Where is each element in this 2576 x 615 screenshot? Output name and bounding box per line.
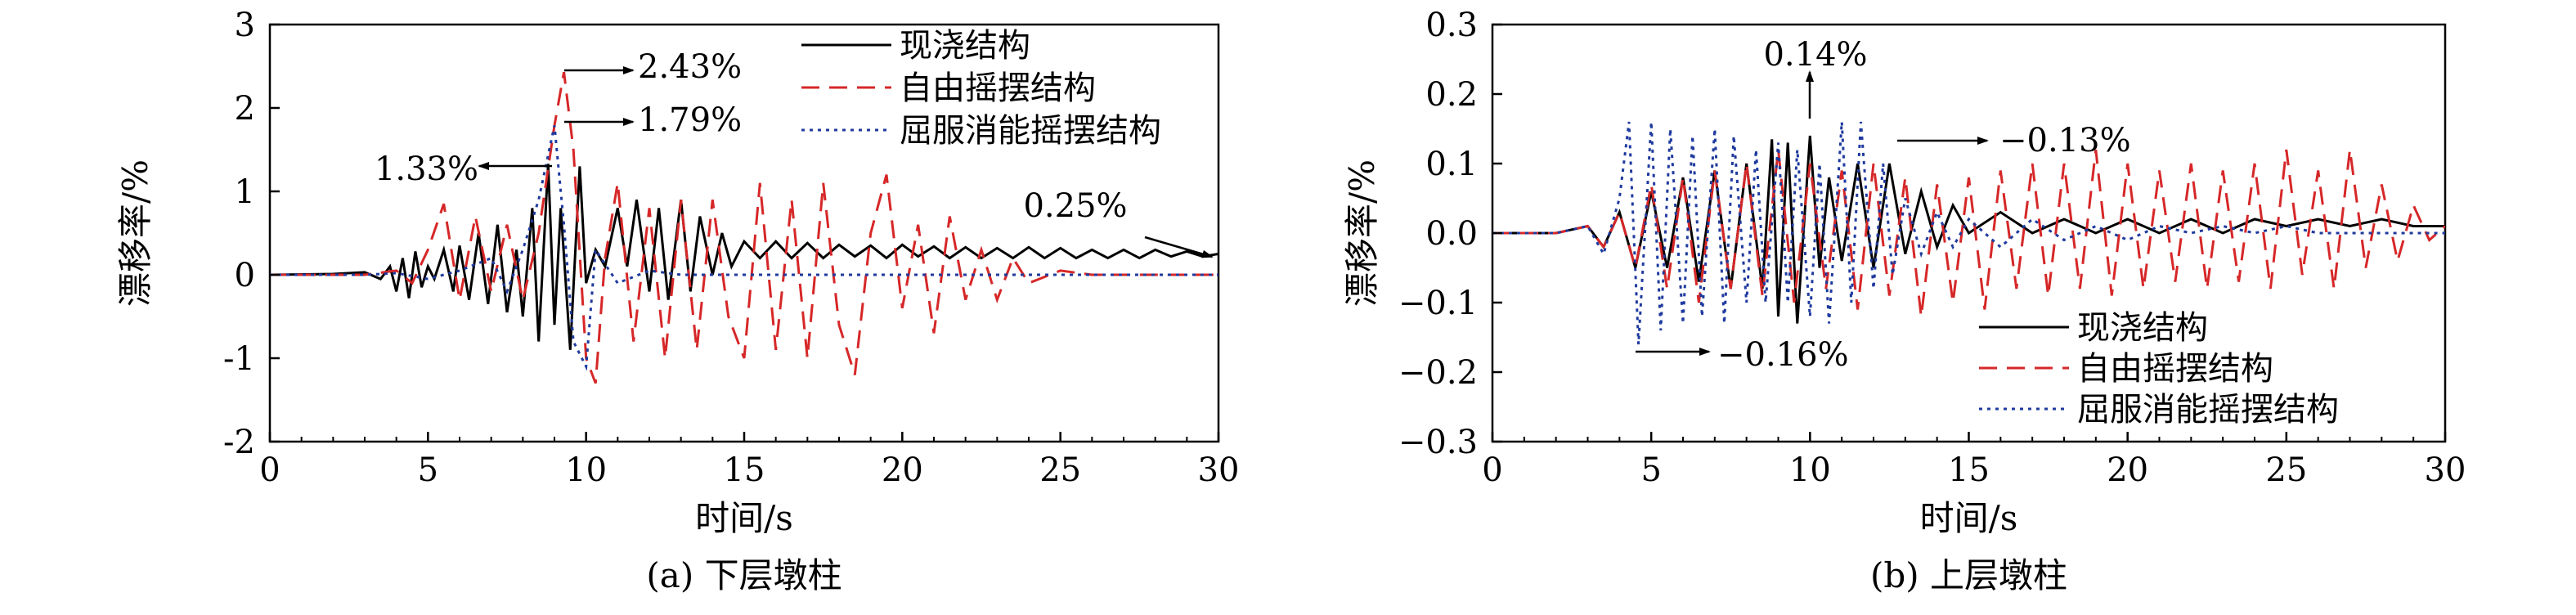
series-line-3: [270, 125, 1218, 371]
series-line-3: [1492, 121, 2445, 345]
y-axis-label: 漂移率/%: [115, 159, 155, 307]
legend-entry: 屈服消能摇摆结构: [900, 112, 1161, 150]
y-tick-label: 3: [235, 7, 255, 44]
legend-entry: 屈服消能摇摆结构: [2077, 391, 2339, 429]
y-tick-label: 1: [235, 173, 255, 211]
y-tick-label: −0.1: [1398, 285, 1478, 322]
x-tick-label: 20: [882, 451, 923, 489]
legend-entry: 现浇结构: [2077, 309, 2208, 347]
y-tick-label: 2: [235, 90, 255, 128]
x-tick-label: 30: [2425, 451, 2466, 489]
y-axis-label: 漂移率/%: [1342, 159, 1382, 307]
x-tick-label: 10: [565, 451, 607, 489]
x-tick-label: 0: [259, 451, 280, 489]
y-tick-label: 0.0: [1425, 215, 1478, 253]
y-tick-label: -1: [223, 340, 255, 378]
annotation-label: −0.16%: [1717, 336, 1849, 374]
x-axis-label: 时间/s: [695, 498, 793, 538]
chart-caption: (b) 上层墩柱: [1870, 555, 2067, 595]
chart-b: 0 5 10 15 20 25 30 −0.3 −0.2 −0.1 0.0 0.1 0.2 0.3 时间/s…: [1342, 7, 2466, 595]
x-tick-label: 0: [1482, 451, 1502, 489]
y-tick-label: 0.1: [1425, 146, 1478, 183]
series-line-2: [1492, 149, 2445, 317]
annotation-arrow: [1144, 236, 1214, 258]
annotation-label: 0.14%: [1763, 36, 1867, 74]
legend-entry: 自由摇摆结构: [2077, 350, 2273, 388]
annotation-label: −0.13%: [1999, 122, 2131, 159]
y-tick-label: 0: [235, 257, 255, 294]
annotation-label: 1.33%: [375, 150, 478, 188]
y-tick-label: 0.2: [1425, 76, 1478, 114]
x-tick-label: 25: [2265, 451, 2307, 489]
legend-entry: 现浇结构: [900, 27, 1030, 65]
chart-caption: (a) 下层墩柱: [646, 555, 841, 595]
annotation-label: 2.43%: [638, 48, 742, 86]
x-tick-label: 15: [724, 451, 765, 489]
x-axis-label: 时间/s: [1920, 498, 2018, 538]
x-tick-label: 25: [1039, 451, 1081, 489]
series-line-1: [270, 164, 1218, 350]
x-tick-label: 10: [1789, 451, 1831, 489]
annotation-label: 0.25%: [1023, 187, 1127, 225]
x-tick-label: 5: [418, 451, 438, 489]
x-tick-label: 30: [1198, 451, 1240, 489]
x-tick-label: 15: [1948, 451, 1990, 489]
x-tick-label: 20: [2107, 451, 2148, 489]
y-tick-label: −0.3: [1398, 424, 1478, 461]
legend-entry: 自由摇摆结构: [900, 70, 1096, 107]
annotation-label: 1.79%: [638, 101, 742, 139]
y-tick-label: 0.3: [1425, 7, 1478, 44]
y-tick-label: −0.2: [1398, 354, 1478, 392]
y-tick-label: -2: [223, 424, 255, 461]
x-tick-label: 5: [1640, 451, 1661, 489]
chart-a: 0 5 10 15 20 25 30 -2 -1 0 1 2 3 时间/s 漂移率/% (a) 下层墩柱 现浇结…: [115, 7, 1239, 595]
